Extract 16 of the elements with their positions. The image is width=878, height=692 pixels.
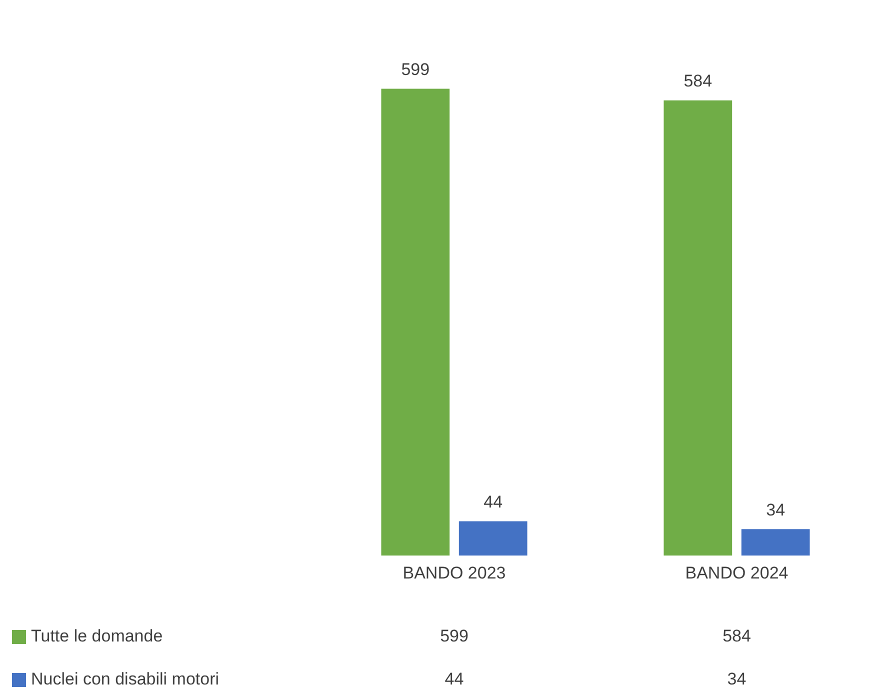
text: 44 — [444, 670, 464, 689]
bar — [381, 88, 450, 556]
legend-label: Tutte le domande — [31, 626, 163, 646]
data-label: 34 — [766, 500, 786, 520]
text: 34 — [727, 670, 746, 689]
bar — [741, 529, 810, 556]
bar — [458, 521, 528, 556]
data-label: 599 — [401, 60, 430, 79]
bar — [664, 100, 732, 556]
legend-label: Nuclei con disabili motori — [31, 670, 220, 689]
x-tick-label: BANDO 2023 — [402, 563, 506, 582]
data-label: 44 — [484, 492, 503, 512]
x-tick-label: BANDO 2024 — [685, 563, 788, 582]
text: 599 — [440, 626, 468, 646]
text: 584 — [722, 626, 751, 646]
data-label: 584 — [684, 72, 712, 91]
